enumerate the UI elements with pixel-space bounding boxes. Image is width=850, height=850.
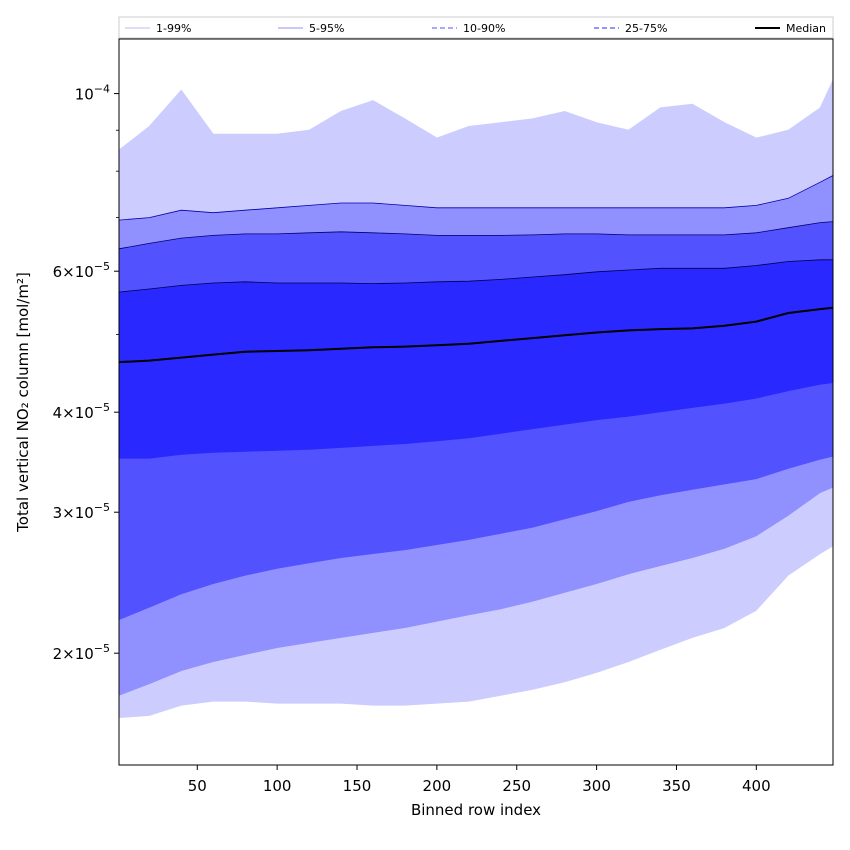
legend-label: 25-75% (625, 22, 667, 35)
legend-label: Median (786, 22, 826, 35)
y-tick-label: 6×10−5 (53, 260, 110, 281)
band-upper-edge-10-90% (118, 221, 834, 250)
y-axis: 2×10−5 3×10−5 4×10−5 6×10−5 10−4 (53, 83, 119, 663)
x-tick-label: 400 (742, 777, 771, 795)
x-tick-label: 300 (582, 777, 611, 795)
legend-label: 5-95% (309, 22, 344, 35)
legend: 1-99% 5-95% 10-90% 25-75% Median (118, 16, 834, 39)
y-axis-label: Total vertical NO₂ column [mol/m²] (14, 272, 32, 533)
x-tick-label: 200 (423, 777, 452, 795)
band-upper-edge-5-95% (118, 175, 834, 221)
x-tick-label: 50 (188, 777, 207, 795)
x-tick-label: 250 (502, 777, 531, 795)
band-upper-edge-25-75% (118, 259, 833, 293)
legend-box (118, 16, 834, 39)
y-tick-label: 10−4 (75, 83, 110, 104)
legend-label: 10-90% (463, 22, 505, 35)
percentile-bands (118, 79, 834, 718)
x-tick-label: 150 (343, 777, 372, 795)
y-tick-label: 3×10−5 (53, 501, 110, 522)
y-tick-label: 2×10−5 (53, 642, 110, 663)
legend-label: 1-99% (156, 22, 191, 35)
band-25-75% (119, 259, 833, 459)
x-tick-label: 100 (263, 777, 292, 795)
band-upper-edge-1-99% (118, 79, 834, 151)
x-tick-label: 350 (662, 777, 691, 795)
x-axis-label: Binned row index (411, 801, 541, 819)
x-axis: 50 100 150 200 250 300 350 400 (188, 765, 771, 795)
median-line (118, 306, 834, 364)
plot-frame (118, 38, 834, 766)
y-tick-label: 4×10−5 (53, 401, 110, 422)
median-line-group (118, 306, 834, 364)
